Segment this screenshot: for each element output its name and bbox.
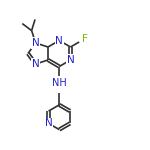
Text: N: N — [32, 59, 39, 69]
Text: N: N — [55, 36, 63, 45]
Text: N: N — [32, 38, 39, 48]
Text: N: N — [45, 118, 52, 128]
Text: NH: NH — [52, 78, 67, 88]
Text: F: F — [82, 33, 88, 44]
Text: N: N — [67, 55, 74, 65]
